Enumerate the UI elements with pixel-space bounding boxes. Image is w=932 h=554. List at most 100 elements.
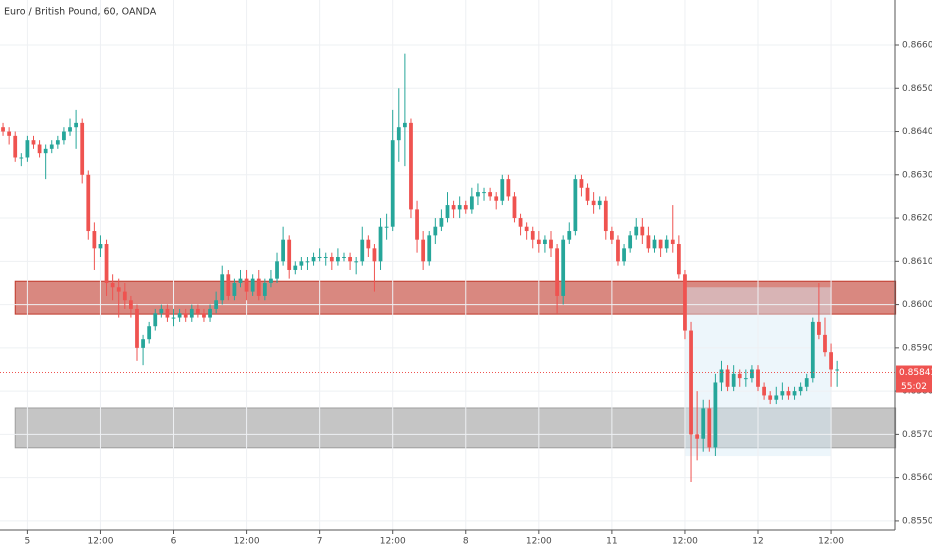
candle-body bbox=[281, 239, 285, 262]
candle-body bbox=[695, 434, 700, 439]
candle-body bbox=[244, 278, 249, 292]
candle-body bbox=[49, 144, 54, 149]
candle-body bbox=[165, 308, 170, 318]
candles bbox=[1, 53, 840, 482]
candle-body bbox=[269, 278, 273, 283]
last-price-tag bbox=[896, 365, 932, 380]
chart-title: Euro / British Pound, 60, OANDA bbox=[4, 7, 157, 18]
candle-body bbox=[786, 391, 791, 396]
candle-body bbox=[591, 200, 596, 206]
candle-body bbox=[488, 192, 493, 197]
candle-body bbox=[817, 321, 821, 335]
candle-body bbox=[683, 274, 687, 331]
candle-body bbox=[409, 122, 413, 210]
candle-body bbox=[476, 192, 480, 197]
x-tick-label: 12:00 bbox=[526, 537, 552, 547]
candle-body bbox=[208, 308, 212, 318]
candle-body bbox=[713, 382, 718, 448]
candle-body bbox=[658, 239, 663, 249]
candle-body bbox=[7, 131, 12, 136]
candle-body bbox=[80, 122, 85, 175]
candle-body bbox=[214, 300, 219, 309]
x-tick-label: 12:00 bbox=[818, 537, 844, 547]
candle-body bbox=[62, 131, 66, 141]
candle-body bbox=[670, 239, 675, 245]
candle-body bbox=[421, 239, 426, 262]
candle-body bbox=[68, 127, 72, 132]
candle-body bbox=[202, 313, 206, 318]
candle-body bbox=[317, 256, 322, 258]
candle-body bbox=[390, 140, 395, 227]
candle-body bbox=[55, 140, 60, 145]
candle-body bbox=[336, 256, 340, 262]
candle-body bbox=[232, 282, 237, 296]
candle-body bbox=[354, 261, 359, 263]
candle-body bbox=[530, 231, 535, 240]
candle-body bbox=[719, 369, 724, 383]
candle-body bbox=[512, 196, 517, 219]
candle-body bbox=[756, 369, 760, 387]
candle-body bbox=[445, 205, 450, 219]
candle-body bbox=[506, 179, 511, 197]
x-tick-label: 12:00 bbox=[380, 537, 406, 547]
candle-body bbox=[731, 373, 736, 387]
candle-body bbox=[86, 174, 91, 232]
candle-body bbox=[494, 196, 499, 201]
x-tick-label: 6 bbox=[171, 537, 177, 547]
candle-body bbox=[610, 231, 614, 240]
candle-body bbox=[780, 391, 785, 396]
candle-body bbox=[518, 218, 523, 227]
candle-body bbox=[640, 226, 645, 236]
candle-body bbox=[634, 226, 639, 236]
candle-body bbox=[19, 157, 24, 159]
candle-body bbox=[750, 369, 754, 379]
candle-body bbox=[774, 395, 779, 400]
x-tick-label: 7 bbox=[317, 537, 323, 547]
candle-body bbox=[13, 135, 18, 158]
candle-body bbox=[31, 140, 36, 145]
candle-body bbox=[122, 291, 127, 301]
candle-body bbox=[616, 239, 620, 262]
candle-body bbox=[536, 239, 541, 245]
candle-body bbox=[323, 256, 328, 258]
candle-body bbox=[457, 205, 462, 210]
candle-body bbox=[153, 313, 158, 327]
candle-body bbox=[555, 248, 559, 296]
x-tick-label: 11 bbox=[606, 537, 617, 547]
candle-body bbox=[141, 339, 145, 348]
candle-body bbox=[798, 386, 803, 392]
candle-body bbox=[500, 179, 505, 201]
candle-body bbox=[561, 239, 566, 296]
grid bbox=[0, 0, 895, 530]
candle-body bbox=[195, 308, 200, 314]
candle-body bbox=[433, 226, 438, 236]
candle-body bbox=[628, 235, 633, 249]
countdown-tag bbox=[896, 379, 932, 393]
candle-body bbox=[396, 127, 401, 141]
candle-body bbox=[342, 256, 346, 258]
zone bbox=[14, 280, 897, 315]
candle-body bbox=[829, 352, 833, 370]
candle-body bbox=[287, 239, 292, 270]
candle-body bbox=[482, 192, 486, 194]
candle-body bbox=[226, 274, 231, 296]
candle-body bbox=[762, 386, 766, 396]
x-tick-label: 8 bbox=[463, 537, 469, 547]
y-tick-label: 0.86600 bbox=[902, 40, 932, 50]
axes: 0.855000.856000.857000.858000.859000.860… bbox=[25, 40, 932, 547]
candle-body bbox=[110, 282, 115, 288]
candle-body bbox=[183, 313, 188, 318]
candle-body bbox=[585, 187, 590, 201]
countdown-label: 55:02 bbox=[901, 382, 927, 392]
candle-body bbox=[104, 244, 109, 283]
candle-body bbox=[92, 231, 97, 249]
candle-body bbox=[664, 239, 669, 249]
candle-body bbox=[311, 256, 316, 262]
candle-body bbox=[804, 378, 809, 387]
candle-body bbox=[159, 308, 164, 314]
